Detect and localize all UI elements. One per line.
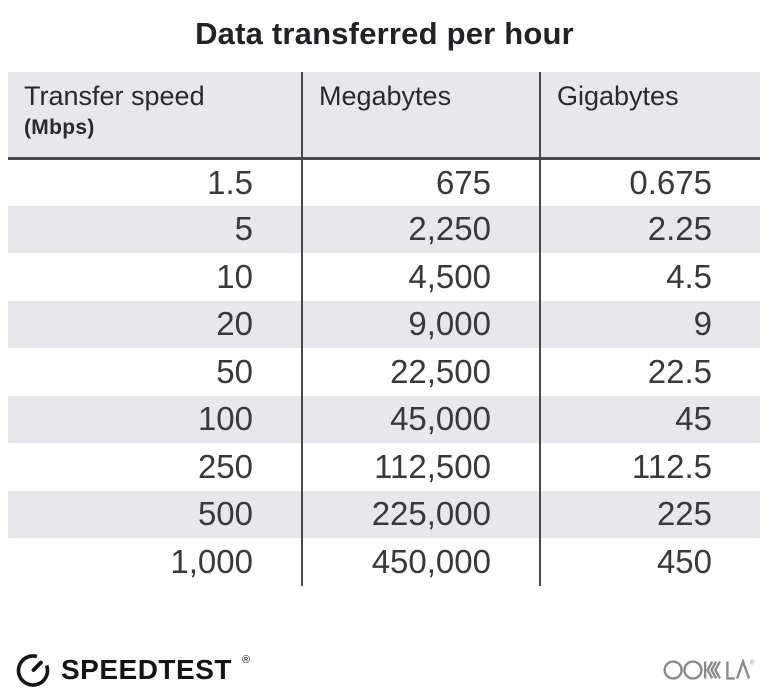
megabytes-cell: 450,000 — [301, 538, 540, 586]
speed-cell: 5 — [8, 205, 302, 253]
column-label: Transfer speed — [24, 81, 205, 111]
table-row: 5 2,250 2.25 — [8, 205, 760, 253]
ookla-letter-l — [726, 661, 735, 680]
page-title: Data transferred per hour — [195, 16, 574, 51]
registered-trademark-icon: ® — [750, 659, 755, 666]
gigabytes-cell: 45 — [539, 395, 760, 443]
table-row: 50 22,500 22.5 — [8, 348, 760, 396]
megabytes-cell: 225,000 — [301, 490, 540, 538]
speed-cell: 1,000 — [170, 542, 253, 580]
column-label: Gigabytes — [557, 81, 679, 111]
megabytes-cell: 4,500 — [301, 253, 540, 301]
speed-cell: 10 — [216, 257, 253, 295]
table-header: Transfer speed (Mbps) Megabytes Gigabyte… — [8, 72, 760, 160]
gigabytes-cell: 450 — [539, 538, 760, 586]
ookla-letter-a — [735, 657, 751, 679]
header-row: Transfer speed (Mbps) Megabytes Gigabyte… — [8, 72, 760, 160]
ookla-letter-k — [703, 660, 721, 680]
column-label: Megabytes — [319, 81, 452, 111]
speed-cell: 1.5 — [207, 163, 253, 201]
gigabytes-cell: 9 — [539, 300, 760, 348]
column-header-transfer-speed: Transfer speed (Mbps) — [8, 72, 302, 160]
column-header-megabytes: Megabytes — [301, 72, 540, 160]
ookla-letter-o2 — [683, 660, 703, 680]
megabytes-cell: 675 — [301, 158, 540, 206]
ookla-letter-o1 — [663, 660, 683, 680]
gigabytes-cell: 22.5 — [539, 348, 760, 396]
gigabytes-cell: 0.675 — [539, 158, 760, 206]
data-table: Transfer speed (Mbps) Megabytes Gigabyte… — [8, 72, 760, 586]
column-header-gigabytes: Gigabytes — [539, 72, 760, 160]
table-row: 1,000 450,000 450 — [8, 538, 760, 586]
megabytes-cell: 45,000 — [301, 395, 540, 443]
table-row: 500 225,000 225 — [8, 490, 760, 538]
speedtest-logo: SPEEDTEST ® — [14, 651, 251, 689]
ookla-logo: ® — [663, 657, 755, 680]
megabytes-cell: 2,250 — [301, 205, 540, 253]
registered-trademark-icon: ® — [241, 654, 251, 666]
megabytes-cell: 112,500 — [301, 443, 540, 491]
footer: SPEEDTEST ® ® — [14, 648, 755, 692]
speed-cell: 50 — [216, 352, 253, 390]
gigabytes-cell: 225 — [539, 490, 760, 538]
speed-cell: 500 — [8, 490, 302, 538]
speed-cell: 250 — [197, 447, 253, 485]
table-row: 20 9,000 9 — [8, 300, 760, 348]
table-row: 1.5 675 0.675 — [8, 158, 760, 206]
table-row: 100 45,000 45 — [8, 395, 760, 443]
speed-cell: 100 — [8, 395, 302, 443]
table-row: 10 4,500 4.5 — [8, 253, 760, 301]
gigabytes-cell: 112.5 — [539, 443, 760, 491]
column-sublabel-mbps: (Mbps) — [24, 116, 95, 139]
speed-cell: 20 — [8, 300, 302, 348]
gigabytes-cell: 2.25 — [539, 205, 760, 253]
megabytes-cell: 9,000 — [301, 300, 540, 348]
speedtest-wordmark: SPEEDTEST — [61, 654, 232, 685]
table-body: 1.5 675 0.675 5 2,250 2.25 10 4,500 4.5 20 9,000 9 5… — [8, 158, 760, 586]
table-row: 250 112,500 112.5 — [8, 443, 760, 491]
speedtest-gauge-icon — [16, 654, 50, 687]
gigabytes-cell: 4.5 — [539, 253, 760, 301]
megabytes-cell: 22,500 — [301, 348, 540, 396]
